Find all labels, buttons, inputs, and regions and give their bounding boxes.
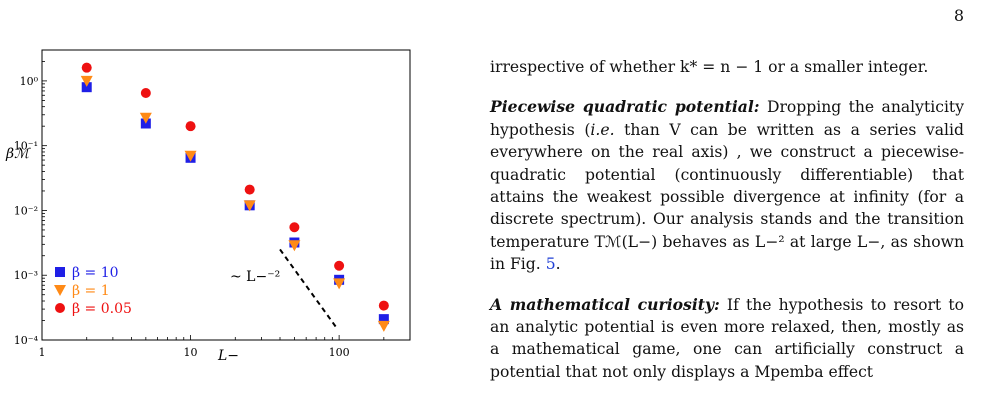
legend-marker-2 — [55, 303, 65, 313]
data-point-series-1 — [184, 150, 197, 162]
legend-marker-1 — [54, 285, 66, 296]
legend-label-1: β = 1 — [72, 283, 110, 299]
y-tick-label: 10⁻⁴ — [14, 334, 39, 347]
data-point-series-1 — [377, 320, 390, 332]
legend-label-2: β = 0.05 — [72, 301, 132, 317]
x-tick-label: 10 — [184, 346, 198, 359]
data-point-series-2 — [81, 62, 92, 73]
legend-marker-0 — [55, 267, 65, 277]
paragraph-piecewise-end: . — [555, 255, 561, 274]
x-tick-label: 1 — [39, 346, 46, 359]
paragraph-piecewise: Piecewise quadratic potential: Dropping … — [490, 96, 964, 275]
data-point-series-0 — [378, 314, 389, 325]
data-point-series-0 — [81, 82, 92, 93]
paragraph-piecewise-body-b: than V can be written as a series valid … — [490, 120, 964, 274]
data-point-series-2 — [289, 222, 300, 233]
ie-abbrev: i.e. — [590, 120, 615, 139]
data-point-series-1 — [243, 200, 256, 212]
y-tick-label: 10⁰ — [20, 75, 39, 88]
data-point-series-2 — [140, 88, 151, 99]
legend-label-0: β = 10 — [72, 265, 119, 281]
figure-scatter-plot: 1 10 100 10⁻⁴ 10⁻³ 10⁻² 10⁻¹ 10⁰ L− βℳ ~ L−⁻² β = 1… — [0, 38, 460, 378]
paragraph-1: irrespective of whether k* = n − 1 or a … — [490, 58, 929, 76]
data-point-series-1 — [80, 75, 93, 87]
y-tick-label: 10⁻¹ — [14, 140, 38, 153]
data-point-series-2 — [185, 121, 196, 132]
paragraph-title-piecewise: Piecewise quadratic potential: — [490, 97, 760, 117]
paragraph-piecewise-body-a: Dropping the analyticity hypothesis ( — [490, 98, 965, 139]
figure-link[interactable]: 5 — [545, 255, 556, 274]
plot-frame — [41, 49, 411, 341]
page-number: 8 — [953, 6, 964, 25]
data-point-series-2 — [378, 300, 389, 311]
y-tick-label: 10⁻² — [14, 204, 38, 217]
data-point-series-1 — [139, 112, 152, 124]
x-axis-label: L− — [217, 348, 239, 364]
text-column: irrespective of whether k* = n − 1 or a … — [490, 56, 964, 401]
data-point-series-2 — [334, 260, 345, 271]
y-axis-label: βℳ — [5, 146, 31, 162]
data-point-series-1 — [288, 240, 301, 252]
data-point-series-1 — [333, 278, 346, 290]
paragraph-curiosity: A mathematical curiosity: If the hypothe… — [490, 294, 964, 384]
scaling-guide-line — [279, 248, 337, 328]
y-tick-label: 10⁻³ — [14, 269, 38, 282]
scaling-annotation: ~ L−⁻² — [230, 269, 280, 285]
data-point-series-2 — [244, 184, 255, 195]
paragraph-title-curiosity: A mathematical curiosity: — [490, 294, 720, 314]
paragraph-curiosity-body: If the hypothesis to resort to an analyt… — [490, 295, 964, 381]
x-tick-label: 100 — [329, 346, 350, 359]
plot-svg: 1 10 100 10⁻⁴ 10⁻³ 10⁻² 10⁻¹ 10⁰ L− βℳ ~ L−⁻² β = 1… — [5, 49, 411, 364]
